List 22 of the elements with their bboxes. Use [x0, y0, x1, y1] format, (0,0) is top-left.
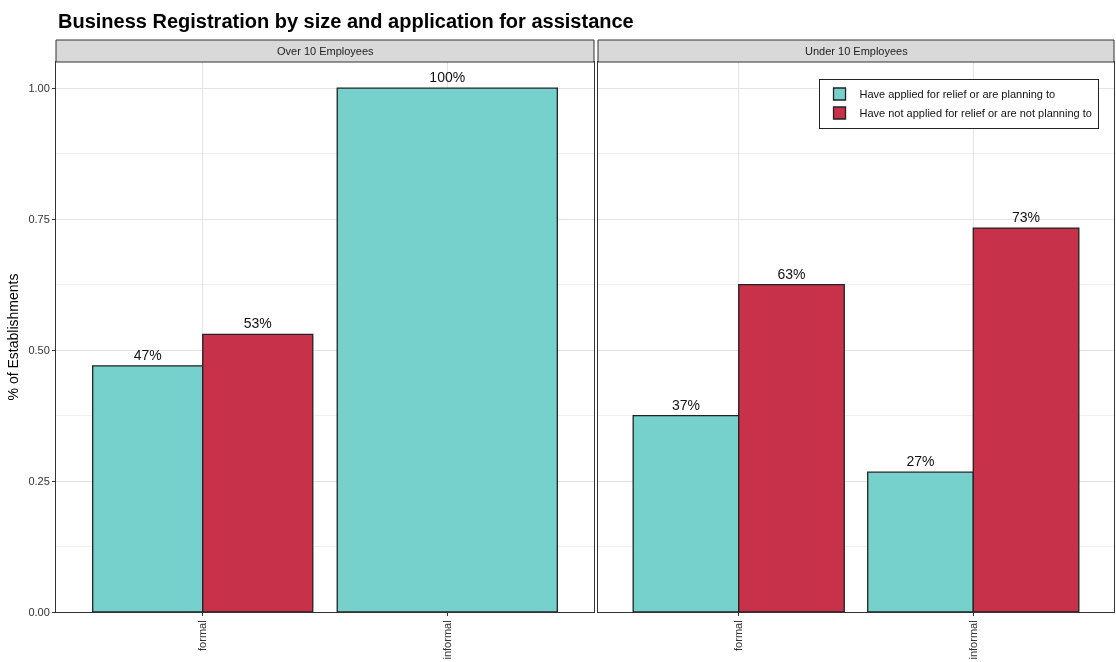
data-label: 63% — [777, 265, 806, 282]
x-tick-label: formal — [196, 620, 209, 651]
data-label: 100% — [429, 69, 466, 86]
data-label: 37% — [671, 396, 700, 413]
y-tick-label: 1.00 — [28, 82, 50, 95]
data-label: 73% — [1012, 209, 1041, 226]
x-tick-label: informal — [440, 620, 453, 660]
data-label: 47% — [133, 346, 162, 363]
y-tick-label: 0.00 — [28, 605, 50, 618]
y-tick-label: 0.75 — [28, 212, 50, 225]
chart-subtitle: Under 10 Employees — [805, 45, 909, 57]
y-axis-title: % of Establishments — [5, 273, 21, 401]
chart-subtitle: Over 10 Employees — [277, 45, 375, 57]
legend-label: Have applied for relief or are planning to — [859, 88, 1056, 101]
data-label: 27% — [906, 453, 935, 470]
x-tick-label: informal — [966, 620, 979, 660]
y-tick-label: 0.25 — [28, 474, 50, 487]
chart-title: Business Registration by size and application for assistance — [58, 10, 634, 33]
legend-label: Have not applied for relief or are not planning to — [859, 107, 1092, 120]
y-tick-label: 0.50 — [28, 343, 50, 356]
x-tick-label: formal — [732, 620, 745, 651]
data-label: 53% — [243, 315, 272, 332]
